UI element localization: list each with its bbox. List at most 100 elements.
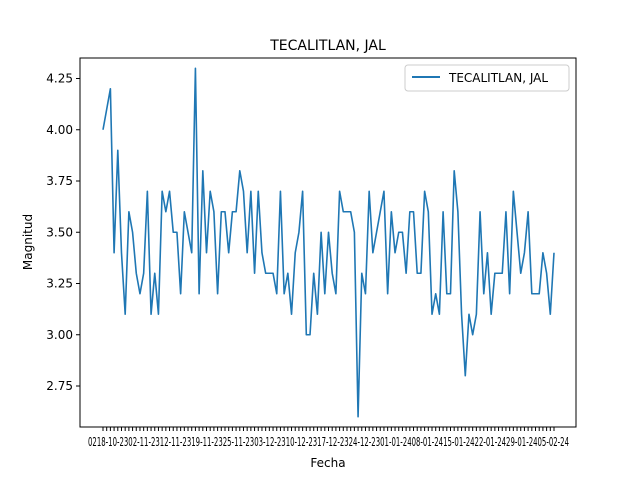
data-point xyxy=(147,190,149,192)
data-point xyxy=(428,211,430,213)
data-point xyxy=(294,252,296,254)
data-point xyxy=(394,252,396,254)
data-point xyxy=(320,231,322,233)
data-point xyxy=(128,211,130,213)
data-point xyxy=(405,272,407,274)
data-point xyxy=(376,231,378,233)
data-point xyxy=(431,313,433,315)
y-tick-label: 3.50 xyxy=(46,225,73,239)
data-point xyxy=(276,293,278,295)
data-point xyxy=(435,293,437,295)
data-point xyxy=(398,231,400,233)
data-point xyxy=(413,211,415,213)
data-point xyxy=(350,211,352,213)
data-point xyxy=(217,293,219,295)
data-point xyxy=(135,272,137,274)
data-point xyxy=(505,211,507,213)
legend-label: TECALITLAN, JAL xyxy=(448,71,548,85)
data-point xyxy=(361,272,363,274)
data-point xyxy=(202,170,204,172)
data-point xyxy=(269,272,271,274)
data-point xyxy=(538,293,540,295)
data-point xyxy=(309,334,311,336)
data-point xyxy=(206,252,208,254)
data-point xyxy=(243,190,245,192)
data-point xyxy=(483,293,485,295)
data-point xyxy=(487,252,489,254)
data-point xyxy=(257,190,259,192)
data-point xyxy=(379,211,381,213)
data-point xyxy=(154,272,156,274)
data-point xyxy=(516,231,518,233)
data-point xyxy=(261,252,263,254)
data-point xyxy=(239,170,241,172)
data-point xyxy=(527,211,529,213)
data-point xyxy=(113,252,115,254)
data-point xyxy=(246,252,248,254)
data-point xyxy=(220,211,222,213)
data-point xyxy=(490,313,492,315)
data-point xyxy=(439,313,441,315)
data-point xyxy=(317,313,319,315)
data-point xyxy=(346,211,348,213)
data-point xyxy=(391,211,393,213)
data-point xyxy=(272,272,274,274)
data-point xyxy=(546,272,548,274)
data-point xyxy=(383,190,385,192)
data-point xyxy=(479,211,481,213)
data-point xyxy=(409,211,411,213)
data-point xyxy=(191,252,193,254)
data-point xyxy=(106,108,108,110)
data-point xyxy=(365,293,367,295)
y-tick-label: 3.75 xyxy=(46,174,73,188)
data-point xyxy=(313,272,315,274)
data-point xyxy=(102,129,104,131)
data-point xyxy=(195,67,197,69)
data-point xyxy=(472,334,474,336)
data-point xyxy=(442,211,444,213)
data-point xyxy=(535,293,537,295)
data-point xyxy=(524,252,526,254)
y-tick-label: 3.25 xyxy=(46,277,73,291)
data-point xyxy=(232,211,234,213)
y-axis-label: Magnitud xyxy=(21,214,35,270)
data-point xyxy=(513,190,515,192)
data-point xyxy=(509,293,511,295)
series-layer xyxy=(102,67,555,418)
data-point xyxy=(372,252,374,254)
data-point xyxy=(250,190,252,192)
data-point xyxy=(302,190,304,192)
data-point xyxy=(461,313,463,315)
legend: TECALITLAN, JAL xyxy=(404,64,570,92)
data-point xyxy=(224,211,226,213)
data-point xyxy=(464,375,466,377)
data-point xyxy=(291,313,293,315)
x-tick-labels-overlap: 0218-10-2302-11-2312-11-2319-11-2325-11-… xyxy=(88,435,569,449)
data-point xyxy=(306,334,308,336)
data-point xyxy=(235,211,237,213)
data-point xyxy=(498,272,500,274)
data-point xyxy=(324,293,326,295)
data-point xyxy=(150,313,152,315)
data-point xyxy=(117,149,119,151)
series-line-tecalitlan xyxy=(102,67,555,418)
data-point xyxy=(161,190,163,192)
plot-frame xyxy=(79,57,577,428)
y-tick-label: 3.00 xyxy=(46,328,73,342)
data-point xyxy=(184,211,186,213)
data-point xyxy=(402,231,404,233)
x-axis: 0218-10-2302-11-2312-11-2319-11-2325-11-… xyxy=(88,427,569,449)
data-point xyxy=(339,190,341,192)
data-point xyxy=(158,313,160,315)
data-point xyxy=(110,88,112,90)
data-point xyxy=(420,272,422,274)
data-point xyxy=(283,293,285,295)
data-point xyxy=(446,293,448,295)
data-point xyxy=(457,211,459,213)
data-point xyxy=(531,293,533,295)
data-point xyxy=(254,272,256,274)
data-point xyxy=(287,272,289,274)
data-point xyxy=(139,293,141,295)
data-point xyxy=(424,190,426,192)
data-point xyxy=(335,293,337,295)
